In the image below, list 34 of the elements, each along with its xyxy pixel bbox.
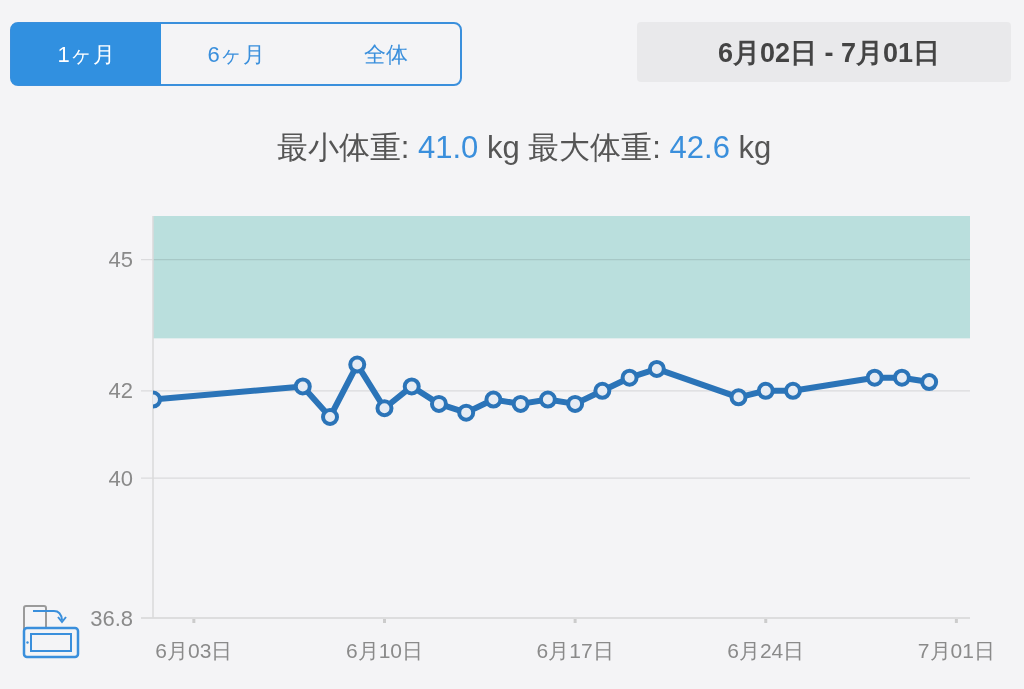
point xyxy=(920,373,939,392)
x-tick-label: 6月10日 xyxy=(345,639,424,662)
x-tick-label: 7月01日 xyxy=(917,639,995,662)
point xyxy=(783,381,802,400)
text: 6ヶ月 xyxy=(207,41,265,67)
point xyxy=(892,368,911,387)
point xyxy=(457,403,476,422)
chart-subtitle: 6月02日 - 7月01日 xyxy=(717,38,941,69)
point xyxy=(729,388,748,407)
point xyxy=(484,390,503,409)
point xyxy=(756,381,775,400)
y-tick-label: 40 xyxy=(108,465,133,491)
point xyxy=(429,394,448,413)
point xyxy=(865,368,884,387)
x-tick-label: 6月17日 xyxy=(536,639,614,662)
y-tick-label: 45 xyxy=(108,247,133,273)
point xyxy=(538,390,557,409)
point xyxy=(620,368,639,387)
point xyxy=(375,399,394,418)
point xyxy=(647,359,666,378)
text: 1ヶ月 xyxy=(57,41,115,67)
point xyxy=(293,377,312,396)
point xyxy=(321,408,340,426)
point xyxy=(511,394,530,413)
x-tick-label: 6月03日 xyxy=(155,639,233,662)
y-tick-label: 42 xyxy=(108,378,133,404)
x-tick-label: 6月24日 xyxy=(727,639,805,662)
text: 全体 xyxy=(364,41,408,67)
point xyxy=(566,394,585,413)
y-tick-label: 36.8 xyxy=(90,605,133,631)
chart-title: 最小体重: 41.0 kg 最大体重: 42.6 kg xyxy=(276,130,772,165)
point xyxy=(348,355,367,374)
point xyxy=(593,381,612,400)
point xyxy=(402,377,421,396)
